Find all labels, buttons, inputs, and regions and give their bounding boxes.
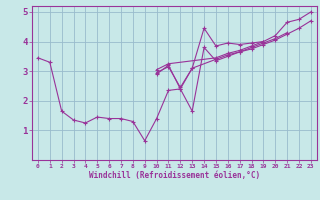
X-axis label: Windchill (Refroidissement éolien,°C): Windchill (Refroidissement éolien,°C) bbox=[89, 171, 260, 180]
